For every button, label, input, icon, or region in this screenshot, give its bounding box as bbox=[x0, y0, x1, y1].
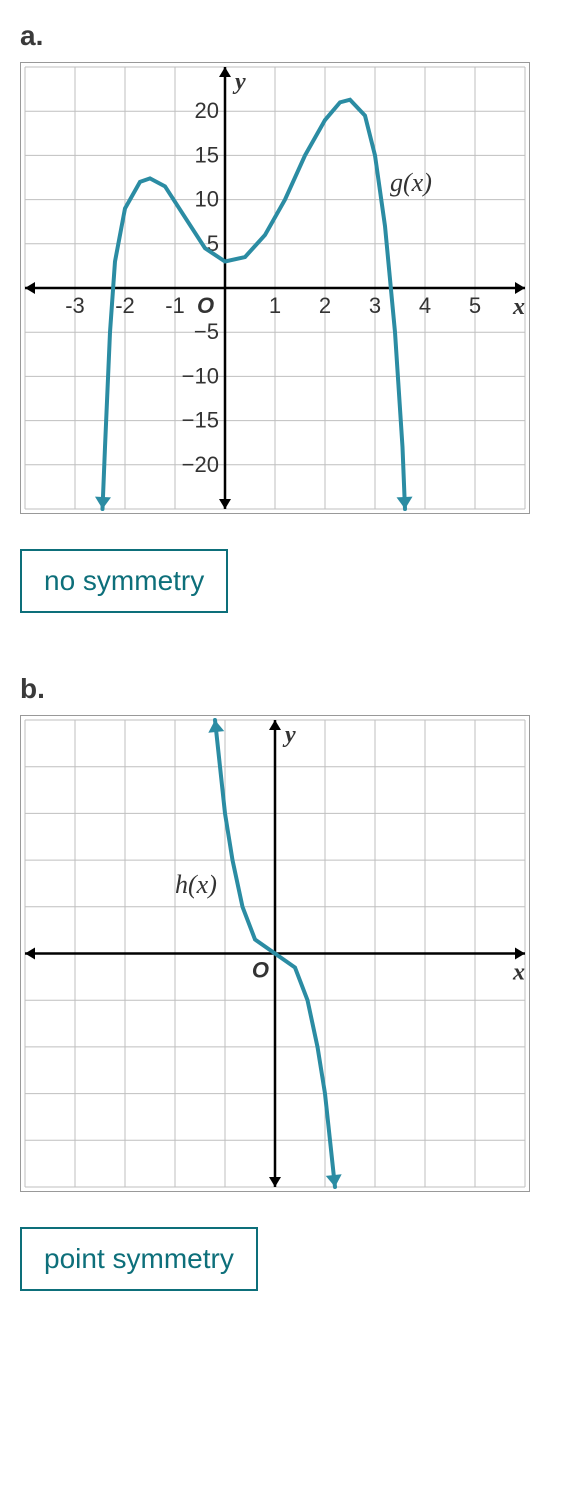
svg-text:3: 3 bbox=[369, 293, 381, 318]
part-a-label: a. bbox=[20, 20, 567, 52]
svg-text:−15: −15 bbox=[182, 408, 219, 433]
svg-text:−20: −20 bbox=[182, 452, 219, 477]
svg-text:y: y bbox=[232, 69, 246, 95]
chart-a: -3-2-112345−20−15−10−55101520Oxyg(x) bbox=[21, 63, 529, 513]
svg-text:h(x): h(x) bbox=[175, 870, 217, 899]
svg-text:20: 20 bbox=[195, 98, 219, 123]
svg-text:-1: -1 bbox=[165, 293, 185, 318]
svg-text:x: x bbox=[512, 960, 525, 986]
svg-text:-2: -2 bbox=[115, 293, 135, 318]
chart-a-container: -3-2-112345−20−15−10−55101520Oxyg(x) bbox=[20, 62, 530, 514]
svg-text:1: 1 bbox=[269, 293, 281, 318]
svg-text:2: 2 bbox=[319, 293, 331, 318]
chart-b: Ox y h(x) bbox=[21, 716, 529, 1191]
answer-box-b: point symmetry bbox=[20, 1227, 258, 1291]
svg-text:O: O bbox=[197, 293, 214, 318]
part-b-section: b. Ox y h(x) point symmetry bbox=[20, 673, 567, 1291]
chart-b-container: Ox y h(x) bbox=[20, 715, 530, 1192]
svg-text:-3: -3 bbox=[65, 293, 85, 318]
svg-text:10: 10 bbox=[195, 187, 219, 212]
answer-box-a: no symmetry bbox=[20, 549, 228, 613]
svg-text:y: y bbox=[282, 722, 296, 748]
svg-text:5: 5 bbox=[469, 293, 481, 318]
part-b-label: b. bbox=[20, 673, 567, 705]
svg-text:4: 4 bbox=[419, 293, 431, 318]
svg-text:15: 15 bbox=[195, 142, 219, 167]
svg-text:g(x): g(x) bbox=[390, 168, 432, 197]
svg-text:x: x bbox=[512, 294, 525, 320]
part-a-section: a. -3-2-112345−20−15−10−55101520Oxyg(x) … bbox=[20, 20, 567, 613]
svg-text:O: O bbox=[252, 958, 269, 983]
svg-text:−10: −10 bbox=[182, 363, 219, 388]
svg-text:−5: −5 bbox=[194, 319, 219, 344]
